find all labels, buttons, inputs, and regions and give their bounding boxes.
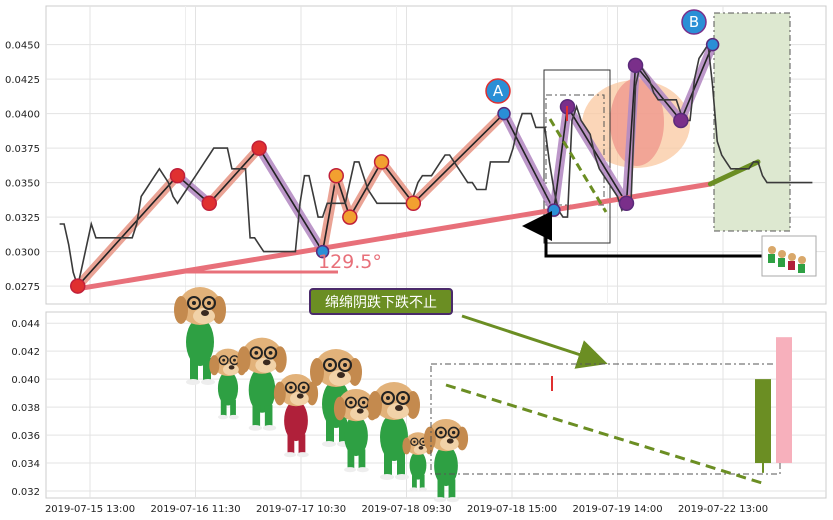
wave-marker bbox=[627, 57, 644, 74]
x-tick-label: 2019-07-19 14:00 bbox=[572, 504, 662, 515]
dog-mascot bbox=[273, 373, 319, 458]
wave-marker bbox=[251, 140, 267, 156]
y-tick-label: 0.032 bbox=[11, 487, 40, 498]
main-panel bbox=[45, 5, 827, 305]
upper-dashed-trend bbox=[548, 118, 608, 213]
x-tick-label: 2019-07-18 09:30 bbox=[361, 504, 451, 515]
y-tick-label: 0.044 bbox=[11, 319, 40, 330]
wave-marker bbox=[69, 278, 86, 294]
y-tick-label: 0.0450 bbox=[5, 41, 40, 52]
target-zone-box bbox=[713, 12, 791, 232]
y-tick-label: 0.036 bbox=[11, 431, 40, 442]
dog-mascot bbox=[174, 287, 226, 385]
selection-frame bbox=[543, 69, 611, 244]
y-tick-label: 0.0325 bbox=[5, 213, 40, 224]
main-y-axis: 0.0275 0.0300 0.0325 0.0350 0.0375 0.0400 0.04… bbox=[5, 41, 40, 293]
wave-segment-core bbox=[680, 44, 714, 121]
y-tick-label: 0.0350 bbox=[5, 179, 40, 190]
y-tick-label: 0.0375 bbox=[5, 144, 40, 155]
candles bbox=[755, 337, 792, 473]
wave-marker bbox=[497, 106, 511, 121]
callout: 绵绵阴跌下跌不止 bbox=[309, 288, 453, 315]
wave-marker bbox=[201, 195, 218, 212]
y-tick-label: 0.0300 bbox=[5, 248, 40, 259]
wave-segment-core bbox=[321, 175, 338, 252]
wave-marker bbox=[405, 195, 422, 212]
wave-markers bbox=[69, 37, 720, 294]
x-tick-label: 2019-07-18 15:00 bbox=[467, 504, 557, 515]
x-tick-label: 2019-07-17 10:30 bbox=[256, 504, 346, 515]
svg-text:A: A bbox=[493, 82, 504, 100]
wave-marker bbox=[547, 203, 561, 217]
wave-marker bbox=[673, 112, 689, 129]
svg-text:绵绵阴跌下跌不止: 绵绵阴跌下跌不止 bbox=[325, 294, 437, 311]
dog-mascot bbox=[237, 337, 287, 431]
wave-segment-core bbox=[503, 113, 555, 211]
angle-label: 129.5° bbox=[318, 251, 382, 273]
x-axis: 2019-07-15 13:00 2019-07-16 11:30 2019-07-… bbox=[45, 504, 768, 515]
dog-mascot bbox=[423, 418, 469, 503]
wave-segment-core bbox=[258, 147, 324, 252]
x-tick-label: 2019-07-15 13:00 bbox=[45, 504, 135, 515]
y-tick-label: 0.0425 bbox=[5, 75, 40, 86]
dog-mascot bbox=[333, 388, 379, 473]
dash-frame-lower bbox=[430, 363, 781, 475]
wave-segment-core bbox=[77, 175, 179, 287]
y-tick-label: 0.038 bbox=[11, 403, 40, 414]
wave-segment-core bbox=[208, 147, 260, 204]
wave-marker bbox=[373, 154, 390, 170]
wave-segment-core bbox=[625, 65, 637, 204]
y-tick-label: 0.040 bbox=[11, 375, 40, 386]
wave-label-a: A bbox=[485, 78, 511, 104]
wave-segment-core bbox=[634, 64, 682, 122]
wave-marker bbox=[705, 37, 720, 52]
wave-lines bbox=[73, 40, 718, 291]
dog-mascot bbox=[368, 382, 420, 480]
lower-y-axis: 0.032 0.034 0.036 0.038 0.040 0.042 0.044 bbox=[11, 319, 40, 498]
wave-segment-core bbox=[380, 161, 414, 204]
y-tick-label: 0.042 bbox=[11, 347, 40, 358]
wave-marker bbox=[618, 195, 635, 212]
callout-arrow bbox=[461, 314, 608, 369]
wave-marker bbox=[328, 167, 344, 184]
wave-marker bbox=[342, 209, 358, 225]
dog-mascot-group bbox=[174, 287, 469, 503]
y-tick-label: 0.0275 bbox=[5, 282, 40, 293]
y-tick-label: 0.0400 bbox=[5, 110, 40, 121]
dog-mascot-icon bbox=[761, 235, 817, 277]
lower-dashed-trend bbox=[445, 383, 763, 485]
y-tick-label: 0.034 bbox=[11, 459, 40, 470]
wave-label-b: B bbox=[681, 9, 707, 35]
highlight-ellipse-red bbox=[610, 78, 664, 166]
x-tick-label: 2019-07-22 13:00 bbox=[678, 504, 768, 515]
bracket-arrow bbox=[522, 211, 762, 258]
candle bbox=[755, 379, 771, 464]
wave-segment-core bbox=[566, 106, 628, 204]
trend-line-extension bbox=[707, 159, 761, 187]
x-tick-label: 2019-07-16 11:30 bbox=[150, 504, 240, 515]
wave-marker bbox=[169, 167, 186, 184]
wave-segment-core bbox=[553, 106, 569, 211]
wave-segment-core bbox=[412, 113, 505, 204]
svg-text:B: B bbox=[689, 13, 699, 31]
candle bbox=[776, 337, 792, 464]
wave-segment-core bbox=[349, 161, 383, 218]
wave-marker bbox=[315, 244, 330, 259]
